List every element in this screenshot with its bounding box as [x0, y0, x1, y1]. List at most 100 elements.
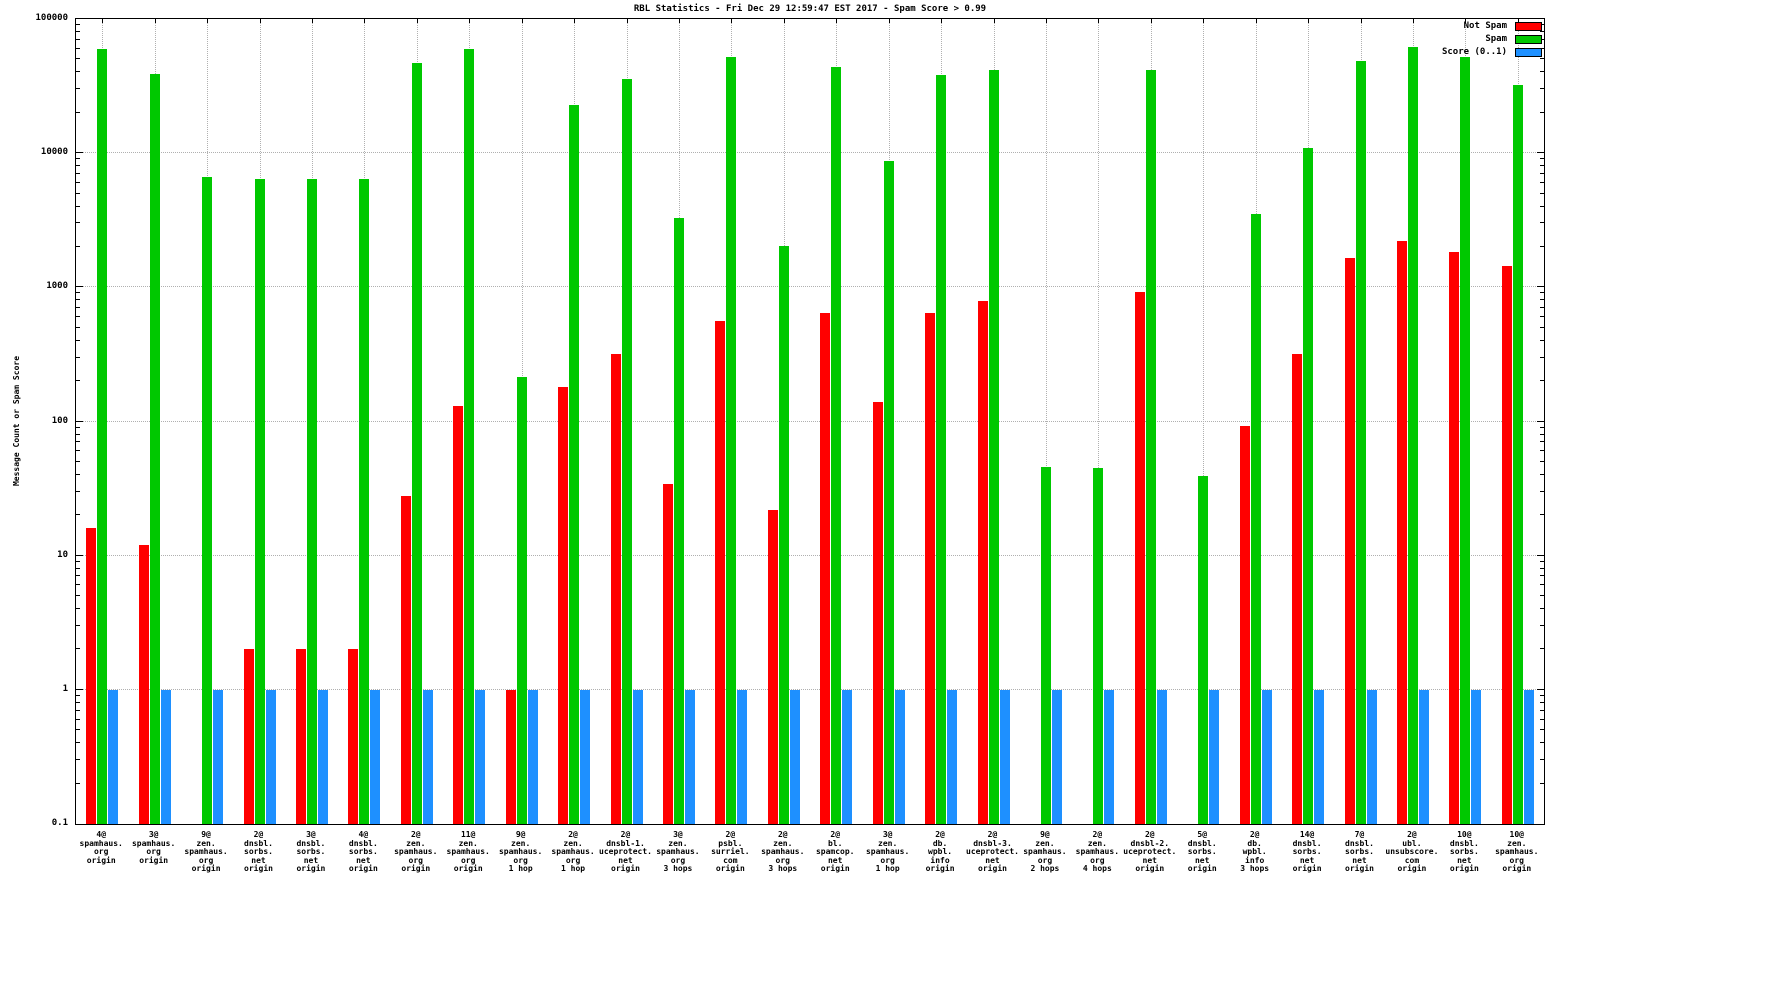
- y-minor-tick: [76, 782, 80, 784]
- y-major-tick: [1537, 152, 1544, 154]
- y-minor-tick: [76, 490, 80, 492]
- bar-score-0-1: [1104, 689, 1115, 824]
- y-minor-tick: [76, 608, 80, 610]
- y-minor-tick: [1540, 729, 1544, 731]
- y-minor-tick: [1540, 181, 1544, 183]
- bar-spam: [1145, 69, 1156, 824]
- x-tick: [311, 19, 313, 23]
- y-minor-tick: [76, 292, 80, 294]
- y-minor-tick: [76, 694, 80, 696]
- y-major-tick: [76, 420, 83, 422]
- bar-spam: [569, 104, 580, 824]
- y-minor-tick: [1540, 38, 1544, 40]
- y-minor-tick: [76, 567, 80, 569]
- x-tick: [521, 19, 523, 23]
- bar-score-0-1: [108, 689, 119, 824]
- x-axis-label: 2@ zen. spamhaus. org origin: [394, 830, 438, 873]
- bar-score-0-1: [317, 689, 328, 824]
- bar-spam: [464, 48, 475, 824]
- y-minor-tick: [1540, 560, 1544, 562]
- bar-score-0-1: [527, 689, 538, 824]
- bar-not-spam: [1501, 265, 1512, 824]
- y-minor-tick: [1540, 460, 1544, 462]
- bar-spam: [97, 48, 108, 824]
- bar-score-0-1: [1209, 689, 1220, 824]
- x-axis-label: 9@ zen. spamhaus. org 1 hop: [498, 830, 543, 873]
- y-minor-tick: [76, 339, 80, 341]
- y-minor-tick: [1540, 490, 1544, 492]
- y-minor-tick: [1540, 575, 1544, 577]
- x-axis-label: 3@ dnsbl. sorbs. net origin: [296, 830, 326, 873]
- bar-score-0-1: [737, 689, 748, 824]
- y-minor-tick: [76, 38, 80, 40]
- bar-not-spam: [558, 387, 569, 824]
- y-minor-tick: [76, 326, 80, 328]
- bar-spam: [1512, 85, 1523, 824]
- y-minor-tick: [76, 473, 80, 475]
- y-gridline: [76, 688, 1544, 690]
- legend-label-spam: Spam: [1485, 34, 1507, 44]
- x-tick: [1308, 19, 1310, 23]
- x-gridline: [1203, 19, 1205, 824]
- y-minor-tick: [76, 71, 80, 73]
- y-axis-tick-label: 10000: [40, 147, 68, 158]
- y-minor-tick: [1540, 88, 1544, 90]
- x-axis-label: 10@ dnsbl. sorbs. net origin: [1449, 830, 1479, 873]
- bar-not-spam: [767, 509, 778, 824]
- bar-not-spam: [820, 313, 831, 824]
- y-minor-tick: [76, 575, 80, 577]
- y-minor-tick: [1540, 245, 1544, 247]
- x-tick: [1150, 19, 1152, 23]
- y-minor-tick: [76, 584, 80, 586]
- x-tick: [1517, 19, 1519, 23]
- bar-spam: [673, 217, 684, 824]
- y-minor-tick: [76, 701, 80, 703]
- bar-spam: [1093, 468, 1104, 824]
- y-minor-tick: [76, 165, 80, 167]
- x-tick: [1465, 19, 1467, 23]
- bar-score-0-1: [789, 689, 800, 824]
- x-axis-label: 2@ dnsbl-2. uceprotect. net origin: [1123, 830, 1177, 873]
- y-axis-tick-label: 10: [57, 549, 68, 560]
- y-gridline: [76, 286, 1544, 288]
- y-minor-tick: [76, 648, 80, 650]
- x-tick: [1098, 19, 1100, 23]
- bar-spam: [359, 179, 370, 824]
- bar-score-0-1: [947, 689, 958, 824]
- y-gridline: [76, 420, 1544, 422]
- bar-not-spam: [1292, 353, 1303, 824]
- y-minor-tick: [1540, 426, 1544, 428]
- y-minor-tick: [1540, 205, 1544, 207]
- y-gridline: [76, 152, 1544, 154]
- y-minor-tick: [76, 111, 80, 113]
- y-minor-tick: [1540, 567, 1544, 569]
- bar-score-0-1: [1471, 689, 1482, 824]
- y-minor-tick: [1540, 742, 1544, 744]
- bar-not-spam: [138, 545, 149, 824]
- bar-score-0-1: [684, 689, 695, 824]
- y-minor-tick: [1540, 624, 1544, 626]
- y-major-tick: [1537, 688, 1544, 690]
- y-minor-tick: [1540, 608, 1544, 610]
- y-minor-tick: [1540, 514, 1544, 516]
- y-minor-tick: [76, 709, 80, 711]
- y-minor-tick: [76, 316, 80, 318]
- x-tick: [783, 19, 785, 23]
- x-tick: [836, 19, 838, 23]
- bar-spam: [254, 179, 265, 824]
- x-axis-label: 10@ zen. spamhaus. org origin: [1495, 830, 1539, 873]
- bar-spam: [831, 66, 842, 824]
- bar-spam: [883, 160, 894, 824]
- y-minor-tick: [76, 729, 80, 731]
- legend-swatch-score-0-1: [1515, 48, 1542, 57]
- y-minor-tick: [76, 759, 80, 760]
- bar-not-spam: [715, 321, 726, 824]
- bar-score-0-1: [1261, 689, 1272, 824]
- y-minor-tick: [76, 441, 80, 443]
- bar-not-spam: [1239, 425, 1250, 824]
- y-minor-tick: [76, 31, 80, 33]
- x-axis-label: 2@ db. wpbl. info 3 hops: [1240, 830, 1270, 873]
- y-minor-tick: [1540, 718, 1544, 720]
- y-minor-tick: [1540, 222, 1544, 224]
- x-tick: [1360, 19, 1362, 23]
